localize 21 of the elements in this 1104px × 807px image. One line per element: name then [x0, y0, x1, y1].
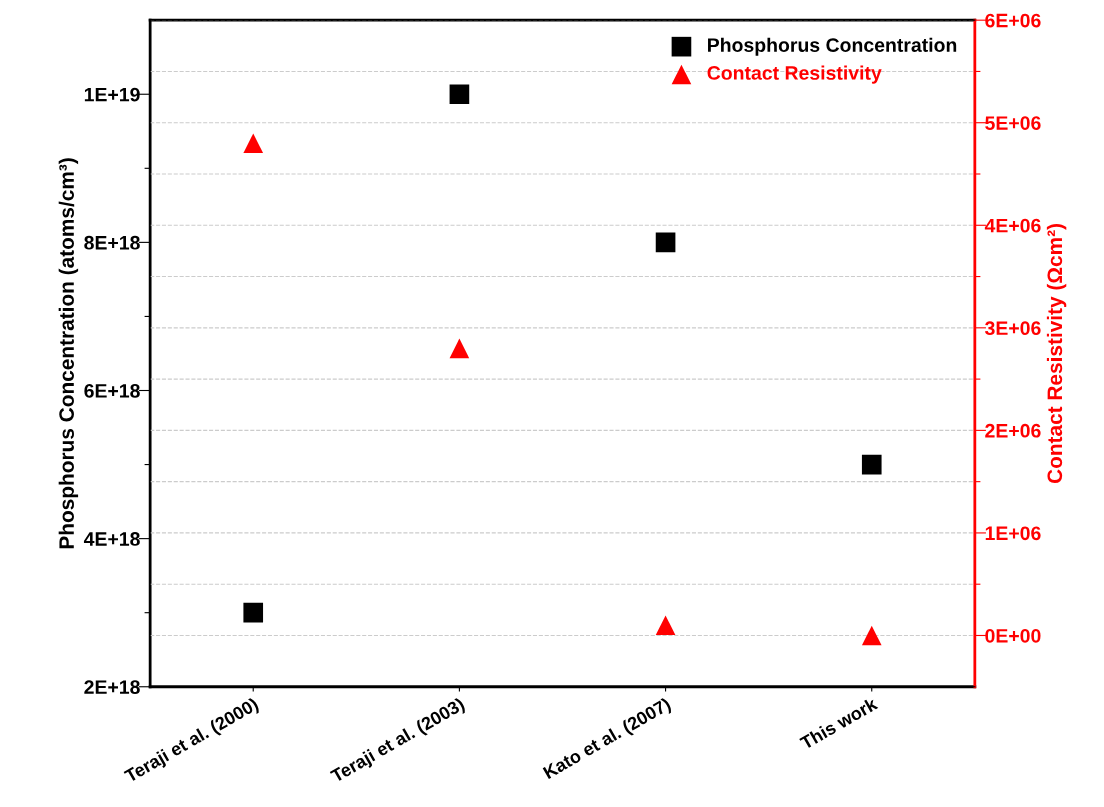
point	[243, 133, 264, 154]
y-tick-label: 4E+18	[83, 532, 140, 546]
y-tick-label: 8E+18	[84, 235, 140, 250]
y2-tick-label: 4E+06	[984, 218, 1041, 233]
y2-tick-label: 1E+06	[985, 526, 1041, 541]
point	[449, 338, 470, 359]
point	[655, 615, 676, 636]
y2-axis-title: Contact Resistivity (Ωcm²)	[1046, 224, 1067, 484]
x-tick-label: This work	[798, 696, 879, 750]
y2-tick-label: 3E+06	[985, 321, 1041, 336]
y-axis-title: Phosphorus Concentration (atoms/cm³)	[58, 158, 79, 549]
y2-tick-label: 5E+06	[985, 116, 1041, 130]
legend-label: Contact Resistivity	[707, 65, 882, 84]
y2-tick-label: 6E+06	[985, 13, 1041, 28]
y2-tick-label: 2E+06	[985, 423, 1041, 438]
y2-tick-label: 0E+00	[985, 628, 1041, 643]
y-tick-label: 1E+19	[84, 87, 140, 102]
point	[861, 625, 882, 646]
legend-label: Phosphorus Concentration	[708, 37, 957, 56]
y-tick-label: 2E+18	[84, 680, 140, 694]
y-tick-label: 6E+18	[84, 383, 140, 398]
